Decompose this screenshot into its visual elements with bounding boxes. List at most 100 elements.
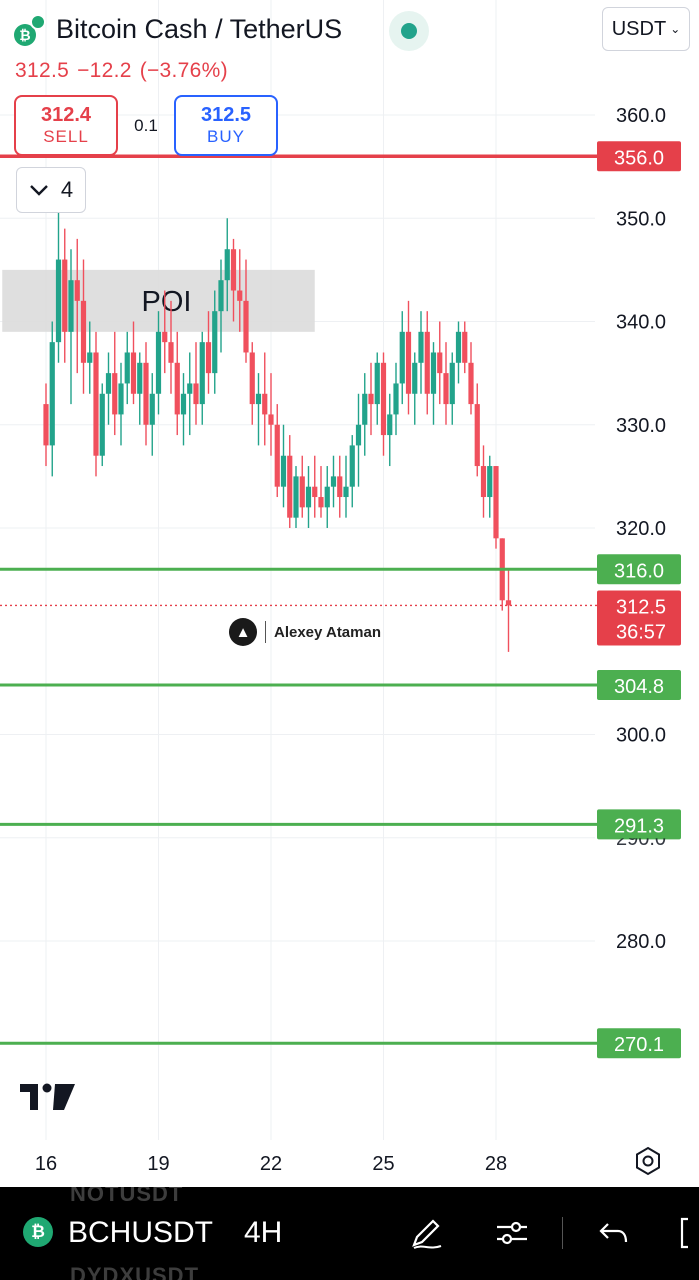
bar-countdown-label: 36:57 (616, 621, 666, 643)
candle-body (418, 331, 424, 363)
candle-body (230, 249, 237, 291)
candle-body (237, 290, 243, 301)
candle-body (430, 352, 437, 394)
candle-body (155, 331, 162, 394)
candle-body (80, 300, 87, 363)
y-tick-label: 340.0 (616, 312, 666, 334)
indicator-sliders-icon[interactable] (494, 1215, 530, 1251)
tradingview-logo-icon (20, 1083, 75, 1110)
candle-body (180, 393, 187, 415)
current-price-label: 312.5 (616, 596, 666, 618)
candle-body (330, 476, 337, 487)
chevron-down-icon (30, 185, 48, 196)
candle-body (493, 466, 499, 539)
candle-body (280, 455, 287, 487)
candle-body (487, 466, 493, 498)
x-tick-label: 28 (485, 1153, 507, 1175)
chart-settings-icon[interactable] (632, 1145, 664, 1177)
currency-label: USDT (611, 17, 667, 40)
candle-body (362, 393, 368, 425)
coin-badge-icon (30, 14, 46, 30)
level-label-box (597, 1029, 681, 1058)
candle-body (193, 383, 199, 405)
x-tick-label: 16 (35, 1153, 57, 1175)
candle-body (224, 249, 230, 281)
candle-body (318, 497, 324, 508)
candle-body (99, 393, 105, 456)
candle-body (474, 404, 480, 467)
last-price: 312.5 (15, 59, 70, 82)
candle-body (112, 373, 118, 415)
drawing-pen-icon[interactable] (408, 1215, 444, 1251)
price-chart[interactable]: POI 356.0 316.0 304.8 291.3 270.1 312.5 36:57 36… (0, 0, 699, 1187)
candle-body (287, 455, 293, 518)
candle-body (337, 476, 343, 498)
candle-body (187, 383, 193, 394)
candle-body (380, 362, 387, 436)
level-label-box (597, 810, 681, 839)
price-change-percent: (−3.76%) (139, 59, 228, 82)
candle-body (399, 331, 405, 384)
buy-button[interactable]: 312.5 BUY (174, 95, 278, 156)
candle-body (68, 280, 74, 332)
x-tick-label: 22 (260, 1153, 282, 1175)
candle-body (405, 331, 412, 394)
level-label-box (597, 555, 681, 584)
interval-selector[interactable]: 4H (244, 1216, 283, 1249)
candle-body (324, 486, 330, 508)
symbol-selector[interactable]: BCHUSDT (68, 1216, 214, 1249)
candle-body (199, 342, 205, 405)
candle-body (243, 300, 249, 353)
symbol-picker-next: DYDXUSDT (70, 1263, 200, 1280)
candle-body (162, 331, 168, 343)
candle-body (268, 414, 274, 425)
watermark-divider (265, 621, 266, 643)
y-tick-label: 330.0 (616, 415, 666, 437)
candle-body (62, 259, 68, 332)
candle-body (387, 414, 393, 436)
level-label: 356.0 (614, 147, 664, 169)
candle-body (412, 362, 418, 394)
candle-body (262, 393, 268, 415)
candle-body (255, 393, 262, 405)
candle-body (118, 383, 124, 415)
market-status-indicator[interactable] (389, 11, 429, 51)
candle-body (468, 362, 474, 405)
candle-body (149, 393, 155, 425)
candle-body (349, 445, 355, 487)
candle-body (312, 486, 318, 498)
candle-body (93, 352, 99, 456)
candle-body (437, 352, 443, 374)
author-logo-icon: ▲ (229, 618, 257, 646)
candle-body (74, 280, 80, 301)
market-open-dot-icon (401, 23, 417, 39)
chevron-down-icon: ⌄ (670, 22, 681, 36)
indicators-toggle[interactable]: 4 (16, 167, 86, 213)
currency-select[interactable]: USDT ⌄ (602, 7, 690, 51)
candle-body (168, 342, 174, 363)
candle-body (424, 331, 430, 394)
candle-body (143, 362, 149, 425)
candle-body (249, 352, 255, 405)
candle-body (455, 331, 462, 363)
candle-body (205, 342, 212, 374)
pair-title[interactable]: Bitcoin Cash / TetherUS (56, 14, 343, 44)
candle-body (299, 476, 305, 508)
y-tick-label: 280.0 (616, 931, 666, 953)
candle-body (174, 362, 180, 415)
candle-body (218, 280, 224, 312)
y-tick-label: 360.0 (616, 105, 666, 127)
price-summary: 312.5 −12.2 (−3.76%) (15, 59, 236, 83)
poi-zone-label: POI (142, 286, 192, 318)
y-tick-label: 300.0 (616, 725, 666, 747)
fullscreen-icon[interactable] (676, 1215, 699, 1251)
sell-price: 312.4 (40, 103, 92, 126)
candle-body (355, 424, 362, 446)
author-watermark: ▲ Alexey Ataman (229, 618, 381, 646)
y-tick-label: 320.0 (616, 518, 666, 540)
undo-icon[interactable] (596, 1215, 632, 1251)
candle-body (293, 476, 299, 518)
current-price-box (597, 590, 681, 646)
candle-body (124, 352, 130, 384)
sell-button[interactable]: 312.4 SELL (14, 95, 118, 156)
